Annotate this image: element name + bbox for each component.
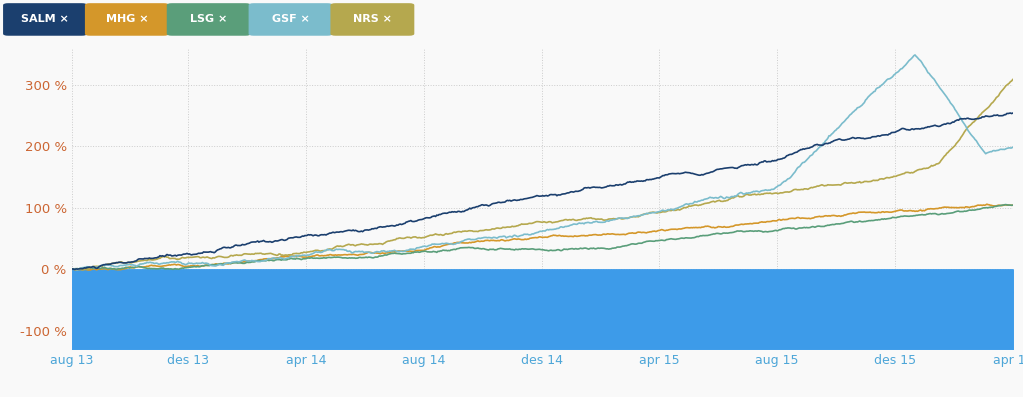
Text: GSF ×: GSF ×: [271, 14, 310, 25]
Text: LSG ×: LSG ×: [190, 14, 227, 25]
Text: NRS ×: NRS ×: [353, 14, 392, 25]
Text: SALM ×: SALM ×: [21, 14, 69, 25]
Text: MHG ×: MHG ×: [105, 14, 148, 25]
